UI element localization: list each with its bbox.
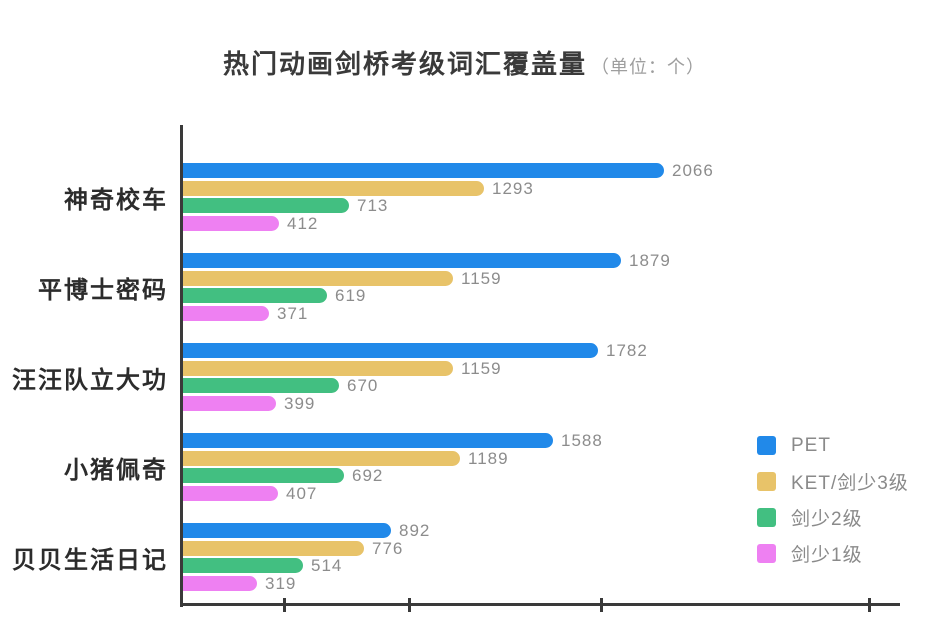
value-label: 1159 [461,268,502,288]
bar [183,485,278,501]
bar-row: 619 [183,286,900,306]
bar-group: 2066 1293 713 412 [183,161,900,233]
bar-group: 1588 1189 692 407 [183,431,900,503]
bar [183,558,303,574]
bar-group: 892 776 514 319 [183,521,900,593]
legend-item: KET/剑少3级 [757,472,909,494]
category-label: 神奇校车 [64,186,168,214]
legend-item: 剑少1级 [757,544,909,566]
bar-row: 407 [183,483,900,503]
value-label: 2066 [672,161,714,180]
value-label: 619 [335,286,367,306]
x-axis-tick [408,598,411,612]
value-label: 407 [286,483,318,503]
bar [183,253,621,268]
bar [183,343,598,358]
bar [183,270,453,286]
legend-swatch [757,472,776,491]
legend-label: KET/剑少3级 [791,473,909,494]
x-axis-tick [283,598,286,612]
x-axis-tick [868,598,871,612]
category-label: 平博士密码 [38,276,168,304]
value-label: 1189 [468,448,509,468]
value-label: 1782 [606,341,648,360]
value-label: 1879 [629,251,671,270]
legend-label: 剑少1级 [791,545,863,566]
value-label: 892 [399,521,431,540]
value-label: 692 [352,466,384,486]
value-label: 319 [265,573,297,593]
bar-row: 371 [183,303,900,323]
bar [183,305,269,321]
legend: PET KET/剑少3级 剑少2级剑少1级 [757,434,909,580]
bar-row: 412 [183,213,900,233]
category-label: 汪汪队立大功 [12,366,168,394]
legend-label: PET [791,434,831,456]
bar [183,288,327,304]
bar-row: 1879 [183,251,900,270]
bar [183,378,339,394]
bar-row: 1189 [183,448,900,468]
plot-area: 2066 1293 713 412 1879 1159 619 371 1782 1159 670 3… [180,125,900,612]
bar [183,215,279,231]
bar-row: 2066 [183,161,900,180]
bar-group: 1782 1159 670 399 [183,341,900,413]
y-axis-line [180,125,183,607]
bar [183,433,553,448]
bar [183,468,344,484]
bar-row: 1159 [183,358,900,378]
chart-title: 热门动画剑桥考级词汇覆盖量 [222,49,587,79]
bar [183,198,349,214]
legend-swatch [757,544,776,563]
value-label: 412 [287,213,319,233]
value-label: 1588 [561,431,603,450]
legend-item: PET [757,434,909,456]
value-label: 670 [347,376,379,396]
bar-row: 1782 [183,341,900,360]
legend-swatch [757,508,776,527]
value-label: 514 [311,556,343,576]
value-label: 1293 [492,178,534,198]
bar [183,163,664,178]
value-label: 1159 [461,358,502,378]
bar [183,360,453,376]
bar-row: 1159 [183,268,900,288]
bar-row: 399 [183,393,900,413]
bar [183,395,276,411]
bar-row: 713 [183,196,900,216]
bar [183,523,391,538]
bar-group: 1879 1159 619 371 [183,251,900,323]
bar-row: 514 [183,556,900,576]
legend-item: 剑少2级 [757,508,909,530]
x-axis-line [180,603,900,606]
value-label: 713 [357,196,389,216]
value-label: 776 [372,538,404,558]
value-label: 371 [277,303,309,323]
bar-row: 319 [183,573,900,593]
x-axis-tick [600,598,603,612]
category-axis-labels: 神奇校车平博士密码汪汪队立大功小猪佩奇贝贝生活日记 [0,125,168,604]
bar-groups: 2066 1293 713 412 1879 1159 619 371 1782 1159 670 3… [183,125,900,604]
legend-label: 剑少2级 [791,509,863,530]
chart-title-row: 热门动画剑桥考级词汇覆盖量 （单位：个） [0,44,928,81]
bar [183,575,257,591]
chart-title-unit: （单位：个） [591,57,705,77]
bar-row: 776 [183,538,900,558]
bar [183,450,460,466]
bar-row: 1293 [183,178,900,198]
value-label: 399 [284,393,316,413]
bar [183,540,364,556]
bar-row: 1588 [183,431,900,450]
category-label: 贝贝生活日记 [12,546,168,574]
bar-row: 692 [183,466,900,486]
bar-row: 670 [183,376,900,396]
bar [183,180,484,196]
legend-swatch [757,436,776,455]
category-label: 小猪佩奇 [64,456,168,484]
bar-row: 892 [183,521,900,540]
